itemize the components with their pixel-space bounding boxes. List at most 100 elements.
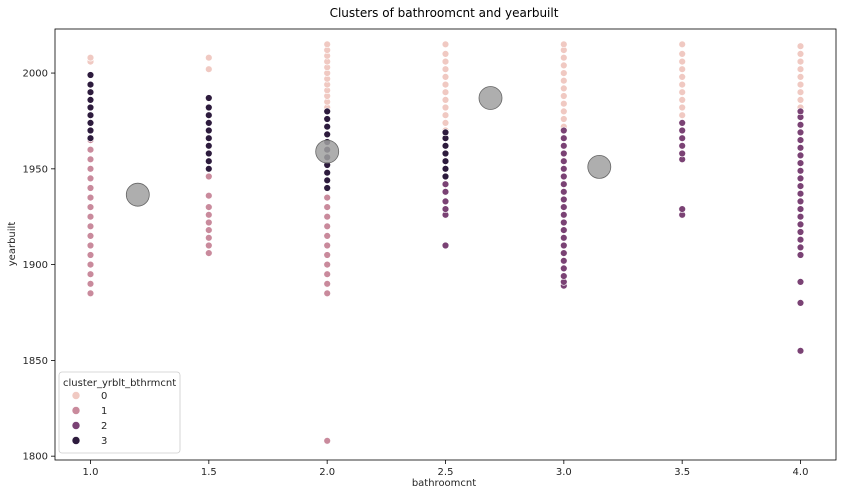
- data-point-cluster-1: [323, 241, 331, 250]
- x-axis-title: bathroomcnt: [412, 478, 476, 489]
- data-point-cluster-1: [86, 222, 95, 231]
- data-point-cluster-0: [86, 53, 95, 62]
- data-point-cluster-1: [86, 251, 95, 259]
- data-point-cluster-0: [560, 61, 568, 70]
- data-point-cluster-2: [560, 126, 568, 135]
- data-point-cluster-3: [323, 169, 331, 177]
- data-point-cluster-0: [560, 76, 568, 85]
- data-point-cluster-1: [86, 203, 95, 211]
- data-point-cluster-0: [441, 40, 450, 48]
- data-point-cluster-2: [560, 218, 568, 227]
- data-point-cluster-3: [205, 165, 213, 173]
- data-point-cluster-1: [86, 241, 95, 250]
- data-point-cluster-0: [678, 40, 686, 48]
- data-point-cluster-3: [86, 126, 95, 135]
- data-point-cluster-2: [441, 180, 450, 188]
- data-point-cluster-2: [796, 121, 805, 129]
- data-point-cluster-0: [441, 80, 450, 89]
- centroids-layer: [125, 86, 612, 207]
- data-point-cluster-2: [678, 149, 686, 158]
- data-point-cluster-1: [323, 437, 331, 445]
- data-point-cluster-2: [796, 190, 805, 198]
- data-point-cluster-3: [441, 172, 450, 181]
- data-point-cluster-2: [796, 174, 805, 183]
- data-point-cluster-1: [205, 241, 213, 250]
- data-point-cluster-3: [205, 94, 213, 102]
- data-point-cluster-0: [796, 73, 805, 81]
- data-point-cluster-2: [678, 205, 686, 213]
- data-point-cluster-2: [796, 220, 805, 229]
- data-point-cluster-2: [441, 241, 450, 250]
- legend-marker-cluster-1: [71, 406, 81, 415]
- chart-title: Clusters of bathroomcnt and yearbuilt: [330, 6, 559, 20]
- data-point-cluster-2: [560, 241, 568, 250]
- data-point-cluster-3: [86, 119, 95, 127]
- centroid-marker: [315, 139, 340, 164]
- data-point-cluster-1: [205, 203, 213, 211]
- data-point-cluster-2: [678, 134, 686, 142]
- centroid-marker: [125, 182, 150, 207]
- data-point-cluster-0: [678, 111, 686, 119]
- data-point-cluster-0: [678, 88, 686, 96]
- data-point-cluster-1: [323, 270, 331, 278]
- data-point-cluster-2: [796, 151, 805, 160]
- data-point-cluster-2: [560, 188, 568, 196]
- data-point-cluster-2: [560, 172, 568, 181]
- data-point-cluster-3: [86, 111, 95, 119]
- data-point-cluster-0: [560, 84, 568, 93]
- data-point-cluster-1: [86, 289, 95, 297]
- x-tick-label: 1.5: [201, 467, 217, 478]
- data-point-cluster-1: [323, 260, 331, 269]
- data-point-cluster-0: [441, 88, 450, 96]
- data-point-cluster-1: [86, 193, 95, 202]
- data-point-cluster-2: [796, 347, 805, 355]
- data-point-cluster-2: [796, 167, 805, 175]
- data-point-cluster-2: [441, 197, 450, 206]
- legend-label-cluster-2: 2: [101, 421, 107, 432]
- data-point-cluster-2: [560, 234, 568, 242]
- data-point-cluster-3: [323, 176, 331, 185]
- data-point-cluster-1: [86, 270, 95, 278]
- data-point-cluster-2: [678, 119, 686, 127]
- data-point-cluster-3: [205, 134, 213, 142]
- data-point-cluster-3: [205, 142, 213, 150]
- data-point-cluster-0: [678, 57, 686, 66]
- data-point-cluster-2: [796, 136, 805, 144]
- x-axis: 1.0 1.5 2.0 2.5 3.0 3.5 4.0: [83, 460, 808, 478]
- data-point-cluster-0: [560, 92, 568, 100]
- data-point-cluster-0: [560, 40, 568, 48]
- data-point-cluster-2: [560, 211, 568, 219]
- data-point-cluster-0: [678, 80, 686, 89]
- data-point-cluster-2: [796, 159, 805, 167]
- data-point-cluster-2: [560, 142, 568, 150]
- data-point-cluster-2: [560, 249, 568, 257]
- legend-marker-cluster-3: [71, 436, 81, 445]
- data-point-cluster-1: [323, 280, 331, 288]
- data-point-cluster-3: [441, 149, 450, 158]
- data-point-cluster-1: [205, 218, 213, 227]
- y-axis: 1800 1850 1900 1950 2000: [23, 69, 55, 463]
- data-point-cluster-3: [323, 115, 331, 123]
- data-point-cluster-0: [796, 88, 805, 96]
- data-point-cluster-3: [205, 149, 213, 158]
- data-point-cluster-0: [441, 96, 450, 104]
- legend-label-cluster-1: 1: [101, 406, 107, 417]
- data-point-cluster-1: [323, 193, 331, 202]
- data-point-cluster-2: [796, 107, 805, 116]
- data-point-cluster-3: [441, 165, 450, 173]
- data-point-cluster-0: [323, 40, 331, 48]
- data-point-cluster-0: [560, 115, 568, 123]
- data-point-cluster-0: [678, 65, 686, 73]
- data-point-cluster-1: [205, 234, 213, 242]
- data-point-cluster-2: [560, 180, 568, 188]
- data-point-cluster-2: [678, 126, 686, 135]
- data-point-cluster-0: [441, 50, 450, 58]
- y-tick-label: 1950: [23, 164, 48, 175]
- data-point-cluster-1: [205, 192, 213, 200]
- data-point-cluster-0: [441, 111, 450, 119]
- data-point-cluster-2: [560, 272, 568, 280]
- data-point-cluster-0: [796, 96, 805, 104]
- data-point-cluster-2: [560, 226, 568, 234]
- data-point-cluster-2: [560, 134, 568, 142]
